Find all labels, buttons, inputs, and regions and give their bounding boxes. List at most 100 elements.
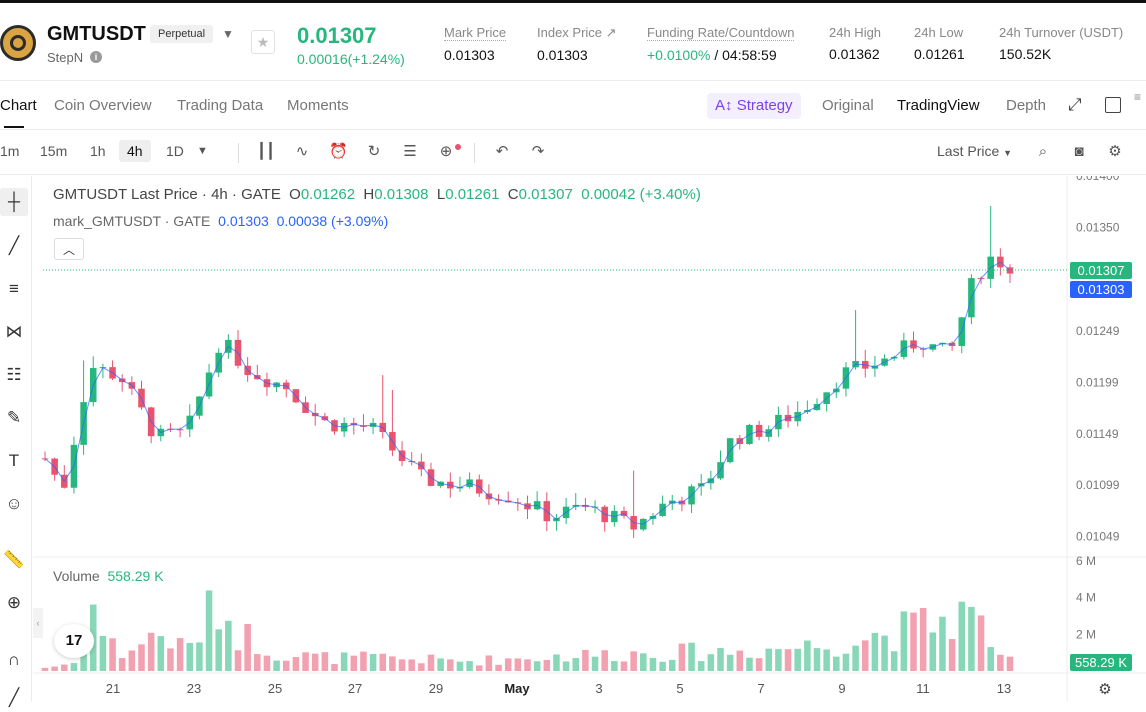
x-tick-label: 7 <box>757 681 764 696</box>
tab-depth[interactable]: Depth <box>1006 97 1047 114</box>
tab-trading-data[interactable]: Trading Data <box>177 97 264 114</box>
ruler-icon[interactable]: 📏 <box>3 550 25 569</box>
symbol-dropdown-icon[interactable]: ▼ <box>222 27 234 41</box>
strategy-button[interactable]: A↕ Strategy <box>707 93 801 119</box>
alert-icon[interactable]: ⏰ <box>329 143 348 160</box>
volume-bar <box>524 659 531 671</box>
volume-bar <box>292 657 300 671</box>
volume-bar <box>755 658 763 671</box>
volume-bar <box>186 642 194 671</box>
template-icon[interactable]: ☰ <box>403 143 417 160</box>
toolbar-divider <box>474 143 475 163</box>
text-tool-icon[interactable]: T <box>8 451 20 470</box>
chart-area[interactable]: 0.01400 0.01350 0.01249 0.01199 0.01149 0.010… <box>33 169 1146 702</box>
symbol-name[interactable]: GMTUSDT <box>47 23 146 45</box>
expand-icon[interactable]: ⤢ <box>1068 95 1082 114</box>
funding-rate-stat: Funding Rate/Countdown +0.0100% / 04:58:… <box>647 25 795 63</box>
volume-bar <box>823 649 830 671</box>
volume-bar <box>427 654 435 671</box>
indicators-icon[interactable]: ∿ <box>295 143 309 160</box>
volume-bar <box>70 663 78 671</box>
chart-tabs: Chart Coin Overview Trading Data Moments… <box>0 82 1146 130</box>
volume-bar <box>813 648 821 671</box>
y-tick-label: 0.01099 <box>1076 478 1120 492</box>
replay-icon[interactable]: ↻ <box>367 143 381 160</box>
volume-bar <box>775 649 782 671</box>
fib-retracement-icon[interactable]: ☷ <box>6 365 22 384</box>
volume-bar <box>167 648 174 671</box>
lock-drawings-icon[interactable]: ╱ <box>8 688 20 707</box>
interval-4h[interactable]: 4h <box>119 140 151 162</box>
drawing-tools-sidebar: ┼ ╱ ≡ ⋈ ☷ ✎ T ☺ 📏 ⊕ ∩ ╱ <box>0 176 32 707</box>
add-indicator-icon[interactable]: ⊕ <box>439 143 453 160</box>
volume-bar <box>620 661 628 671</box>
volume-bar <box>475 665 483 671</box>
volume-bar <box>659 661 666 671</box>
pattern-icon[interactable]: ⋈ <box>5 322 23 341</box>
chevron-down-icon: ▼ <box>1003 148 1013 158</box>
volume-bar <box>273 660 280 671</box>
volume-bar <box>746 657 753 671</box>
crosshair-icon[interactable]: ┼ <box>0 188 28 216</box>
expand-left-arrow-icon[interactable]: ‹ <box>33 608 43 638</box>
active-tab-indicator <box>4 126 24 128</box>
notification-dot <box>455 144 461 150</box>
x-tick-label: 5 <box>676 681 683 696</box>
fullscreen-icon[interactable] <box>1105 97 1121 113</box>
volume-bar <box>147 632 155 671</box>
favorite-star-icon[interactable]: ★ <box>251 30 275 54</box>
price-type-select[interactable]: Last Price ▼ <box>937 143 1013 159</box>
more-menu-icon[interactable]: ≡ <box>1134 90 1142 104</box>
horizontal-lines-icon[interactable]: ≡ <box>9 279 19 298</box>
volume-bar <box>784 649 792 671</box>
x-tick-label: 29 <box>429 681 443 696</box>
collapse-legend-button[interactable]: ︿ <box>54 238 84 260</box>
contract-type-badge: Perpetual <box>150 25 214 43</box>
volume-bar <box>572 658 580 671</box>
candle-type-icon[interactable]: ┃┃ <box>257 143 276 160</box>
index-price-stat[interactable]: Index Price ↗ 0.01303 <box>537 25 617 63</box>
volume-bar <box>881 635 888 671</box>
emoji-icon[interactable]: ☺ <box>5 494 23 513</box>
volume-bar <box>668 659 676 671</box>
tab-original[interactable]: Original <box>822 97 874 114</box>
volume-bar <box>350 655 358 671</box>
volume-bar <box>196 642 203 671</box>
undo-icon[interactable]: ↶ <box>495 143 509 160</box>
volume-bar <box>514 658 522 671</box>
volume-bar <box>456 661 464 671</box>
tab-tradingview[interactable]: TradingView <box>897 97 980 114</box>
axis-settings-icon[interactable]: ⚙ <box>1098 681 1111 698</box>
x-tick-label: 3 <box>595 681 602 696</box>
volume-bar <box>61 664 68 671</box>
redo-icon[interactable]: ↷ <box>531 143 545 160</box>
volume-bar <box>977 615 985 671</box>
price-change: 0.00016(+1.24%) <box>297 51 405 67</box>
tab-chart[interactable]: Chart <box>0 97 37 114</box>
x-tick-label: 21 <box>106 681 120 696</box>
settings-gear-icon[interactable]: ⚙ <box>1108 143 1122 160</box>
info-icon[interactable]: i <box>90 51 102 63</box>
volume-bar <box>842 653 850 671</box>
volume-bar <box>254 654 261 671</box>
interval-15m[interactable]: 15m <box>40 143 68 159</box>
volume-bar <box>225 620 232 671</box>
screenshot-camera-icon[interactable]: ◙ <box>1074 143 1084 160</box>
interval-1d[interactable]: 1D <box>166 143 184 159</box>
interval-1h[interactable]: 1h <box>90 143 106 159</box>
trend-line-icon[interactable]: ╱ <box>8 236 20 255</box>
chart-toolbar: 1m 15m 1h 4h 1D ▼ ┃┃ ∿ ⏰ ↻ ☰ ⊕ ↶ ↷ Last … <box>0 131 1146 175</box>
search-icon[interactable]: ⌕ <box>1038 143 1048 160</box>
price-chart[interactable]: 0.01400 0.01350 0.01249 0.01199 0.01149 0.010… <box>33 169 1146 702</box>
x-tick-label: 25 <box>268 681 282 696</box>
brush-icon[interactable]: ✎ <box>6 408 22 427</box>
magnet-icon[interactable]: ∩ <box>7 650 21 669</box>
interval-1m[interactable]: 1m <box>0 143 20 159</box>
volume-bar <box>311 653 319 671</box>
tab-coin-overview[interactable]: Coin Overview <box>54 97 152 114</box>
zoom-in-icon[interactable]: ⊕ <box>6 593 22 612</box>
interval-dropdown-icon[interactable]: ▼ <box>197 145 208 157</box>
volume-bar <box>99 636 107 671</box>
tab-moments[interactable]: Moments <box>287 97 349 114</box>
volume-bar <box>504 658 512 671</box>
